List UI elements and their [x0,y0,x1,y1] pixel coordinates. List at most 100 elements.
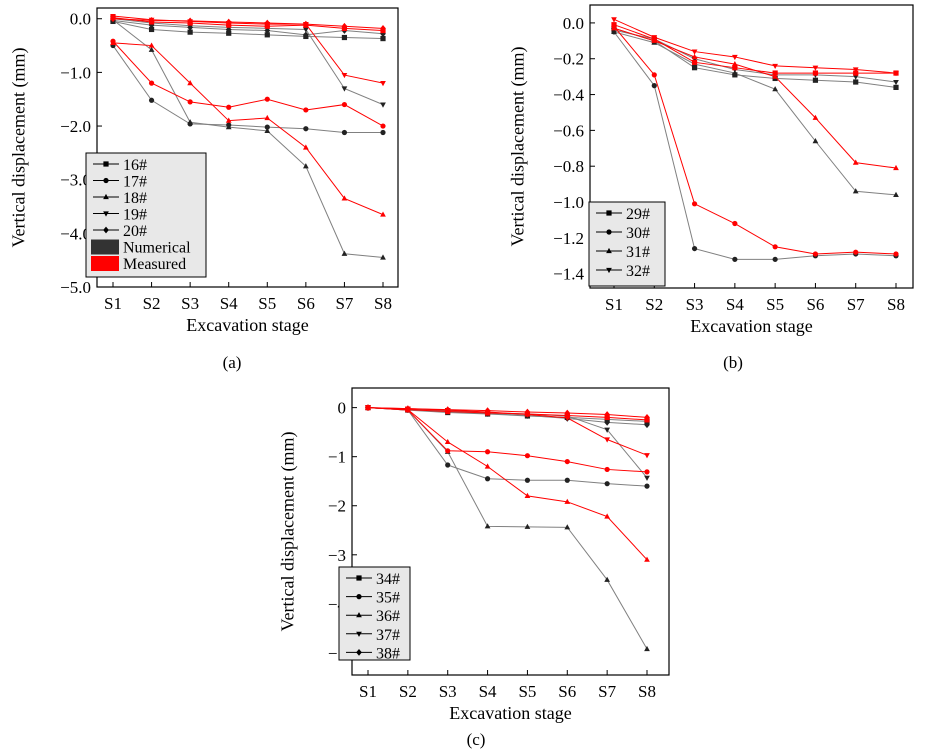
y-tick-label: −2 [328,497,346,516]
data-point [110,39,116,45]
legend-label: 36# [376,608,400,625]
data-point [225,26,232,33]
data-point [732,220,738,227]
legend-marker [356,631,362,637]
legend-label: 29# [626,206,650,223]
data-point [302,20,309,28]
data-point [148,46,155,52]
data-point [484,407,491,414]
series-32-measured [611,17,899,77]
series-line [112,17,384,32]
x-tick-label: S3 [181,294,199,313]
y-tick-label: 0.0 [563,14,584,33]
data-point [187,17,194,25]
data-point [644,475,650,481]
data-point [651,35,658,41]
legend-box [588,201,666,287]
data-point [691,65,698,71]
y-tick-label: −0.8 [553,157,584,176]
data-point [772,73,779,79]
data-point [380,25,386,32]
data-point [604,418,611,426]
data-point [380,35,386,42]
chart-panel-a: 0.0 −1.0 −2.0 −3.0 −4.0 −5.0 S1 S2 S3 S4 S5 S6 S7 S8 E… [8,7,399,335]
x-tick-label: S4 [726,295,744,314]
data-point [732,65,738,71]
y-tick-label: −5.0 [60,278,91,297]
data-point [651,83,657,89]
data-point [187,99,193,105]
y-tick-label: −3.0 [60,171,91,190]
panel-caption: (b) [723,353,743,372]
plot-frame [96,7,399,288]
x-tick-label: S3 [686,295,704,314]
x-tick-label: S8 [638,682,656,701]
data-point [604,481,610,487]
data-point [524,477,531,483]
y-tick-label: −4.0 [60,224,91,243]
series-line [112,45,383,133]
x-tick-label: S4 [220,294,238,313]
data-point [445,448,451,454]
data-point [893,251,899,257]
data-point [380,254,386,260]
data-point [611,17,617,23]
data-point [303,107,309,113]
series-line [367,407,648,561]
y-tick-label: 0.0 [70,10,91,29]
y-axis-label: Vertical displacement (mm) [277,432,298,632]
data-point [852,67,859,73]
legend-label: 18# [123,190,147,207]
y-axis-label: Vertical displacement (mm) [507,47,528,247]
legend-label: 34# [376,571,400,588]
data-point [893,191,899,197]
series-20-measured [110,15,386,32]
x-tick-label: S1 [104,294,122,313]
y-tick-label: −1.0 [553,193,584,212]
series-line [112,19,384,258]
data-point [772,63,779,70]
data-point [148,16,155,24]
legend-label: 19# [123,207,147,224]
legend-marker [103,177,109,184]
data-point [852,188,859,194]
data-point [853,70,859,76]
x-axis-label: Excavation stage [186,315,308,335]
data-point [445,462,451,468]
series-35-numerical [365,405,650,489]
x-tick-label: S6 [558,682,576,701]
data-point [110,15,116,23]
y-tick-label: −1 [328,448,346,467]
y-axis-label: Vertical displacement (mm) [8,48,29,248]
series-line [112,19,384,36]
data-point [341,72,348,79]
data-point [524,492,531,499]
data-point [604,576,611,582]
data-point [341,34,348,41]
legend-type-label: Measured [123,256,186,273]
panel-caption: (c) [467,730,486,749]
data-point [812,138,819,144]
data-point [484,523,491,529]
data-point [524,408,531,416]
data-point [644,556,650,562]
data-point [226,30,232,36]
legend-marker [356,594,362,600]
data-point [691,245,698,252]
legend-label: 31# [626,244,650,261]
data-point [812,77,819,83]
data-point [302,27,309,33]
plot-frame [351,387,670,676]
data-point [853,79,859,85]
data-point [604,466,610,473]
legend: 29# 30# 31# 32# [588,201,666,287]
x-tick-label: S1 [359,682,377,701]
series-line [613,31,897,196]
data-point [691,49,698,55]
data-point [187,23,194,31]
series-17-measured [110,38,386,129]
data-point [893,164,899,171]
data-point [148,26,155,33]
data-point [691,59,698,65]
